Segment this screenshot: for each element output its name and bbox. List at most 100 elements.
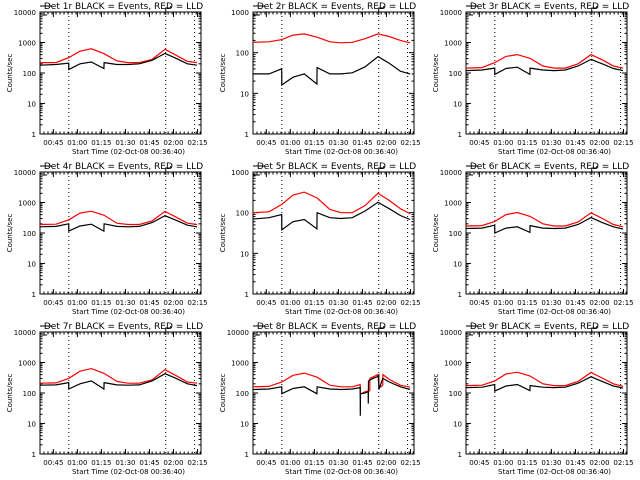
- y-tick-label: 1: [32, 291, 36, 299]
- x-tick-label: 00:45: [469, 139, 489, 147]
- y-tick-label: 10000: [440, 169, 462, 177]
- plot-title: Det 2r BLACK = Events, RED = LLD: [257, 2, 416, 12]
- y-tick-label: 10000: [440, 329, 462, 337]
- x-tick-label: 02:00: [163, 299, 183, 307]
- y-axis-label: Counts/sec: [6, 214, 14, 253]
- interval-peak-marker: [591, 166, 598, 175]
- plot-title: Det 7r BLACK = Events, RED = LLD: [44, 322, 203, 332]
- y-axis-label: Counts/sec: [432, 374, 440, 413]
- plot-frame: [39, 171, 202, 295]
- x-tick-label: 01:45: [139, 139, 159, 147]
- x-tick-label: 02:15: [187, 459, 207, 467]
- x-tick-label: 00:45: [43, 139, 63, 147]
- plot-title: Det 6r BLACK = Events, RED = LLD: [470, 162, 629, 172]
- y-tick-label: 1: [245, 291, 249, 299]
- x-tick-label: 02:00: [376, 459, 396, 467]
- y-tick-label: 1: [32, 451, 36, 459]
- x-tick-label: 02:15: [613, 299, 633, 307]
- plot-frame: [465, 171, 628, 295]
- x-tick-label: 01:30: [541, 299, 561, 307]
- plot-title: Det 4r BLACK = Events, RED = LLD: [44, 162, 203, 172]
- series-events-line: [253, 55, 411, 87]
- x-axis-label: Start Time (02-Oct-08 00:36:40): [498, 468, 611, 476]
- y-tick-label: 1: [245, 131, 249, 139]
- y-tick-label: 10: [240, 90, 249, 98]
- plot-title: Det 8r BLACK = Events, RED = LLD: [257, 322, 416, 332]
- y-tick-label: 10: [453, 421, 462, 429]
- interval-peak-marker: [378, 166, 385, 175]
- panel-det-3: Det 3r BLACK = Events, RED = LLD 1 10 100 10…: [432, 2, 634, 156]
- x-tick-label: 01:00: [67, 139, 87, 147]
- panel-det-9: Det 9r BLACK = Events, RED = LLD 1 10 100 10…: [432, 322, 634, 476]
- x-tick-label: 01:30: [115, 139, 135, 147]
- series-events-line: [39, 373, 198, 391]
- plot-title: Det 5r BLACK = Events, RED = LLD: [257, 162, 416, 172]
- x-tick-label: 01:45: [352, 139, 372, 147]
- y-tick-label: 10: [453, 261, 462, 269]
- x-tick-label: 01:30: [541, 459, 561, 467]
- x-tick-label: 01:45: [565, 139, 585, 147]
- series-lld-line: [465, 371, 624, 387]
- x-tick-label: 00:45: [256, 139, 276, 147]
- panel-det-5: Det 5r BLACK = Events, RED = LLD 1 10 100 10…: [219, 162, 421, 316]
- y-tick-label: 1000: [18, 200, 36, 208]
- x-tick-label: 02:00: [589, 139, 609, 147]
- y-tick-label: 1000: [444, 40, 462, 48]
- x-tick-label: 01:45: [139, 299, 159, 307]
- interval-peak-marker: [591, 326, 598, 335]
- plot-frame: [252, 331, 415, 455]
- y-tick-label: 100: [236, 210, 249, 218]
- y-tick-label: 10000: [14, 329, 36, 337]
- x-axis-label: Start Time (02-Oct-08 00:36:40): [498, 308, 611, 316]
- y-tick-label: 100: [449, 390, 462, 398]
- y-tick-label: 100: [236, 390, 249, 398]
- series-events-line: [252, 373, 411, 416]
- y-tick-label: 10000: [440, 9, 462, 17]
- series-lld-line: [40, 48, 198, 64]
- y-tick-label: 10: [240, 250, 249, 258]
- y-tick-label: 100: [23, 70, 36, 78]
- x-tick-label: 01:00: [67, 299, 87, 307]
- series-events-line: [465, 58, 624, 76]
- y-tick-label: 10000: [14, 9, 36, 17]
- y-tick-label: 100: [236, 50, 249, 58]
- panel-det-4: Det 4r BLACK = Events, RED = LLD 1 10 100 10…: [6, 162, 208, 316]
- x-tick-label: 01:45: [565, 299, 585, 307]
- x-tick-label: 01:30: [328, 139, 348, 147]
- series-lld-line: [465, 53, 624, 69]
- x-tick-label: 02:00: [163, 139, 183, 147]
- panel-det-1: Det 1r BLACK = Events, RED = LLD 1 10 100 10…: [6, 2, 208, 156]
- x-tick-label: 01:30: [115, 299, 135, 307]
- x-tick-label: 01:15: [91, 459, 111, 467]
- interval-peak-marker: [591, 6, 598, 15]
- x-axis-label: Start Time (02-Oct-08 00:36:40): [72, 468, 185, 476]
- series-lld-line: [252, 33, 411, 44]
- x-tick-label: 01:15: [517, 299, 537, 307]
- y-tick-label: 1000: [231, 9, 249, 17]
- y-tick-label: 1: [458, 451, 462, 459]
- x-tick-label: 01:30: [115, 459, 135, 467]
- y-axis-label: Counts/sec: [219, 54, 227, 93]
- plot-title: Det 9r BLACK = Events, RED = LLD: [470, 322, 629, 332]
- y-axis-label: Counts/sec: [6, 54, 14, 93]
- plot-frame: [39, 331, 202, 455]
- y-tick-label: 10000: [227, 329, 249, 337]
- x-tick-label: 01:15: [304, 459, 324, 467]
- panel-det-8: Det 8r BLACK = Events, RED = LLD 1 10 100 10…: [219, 322, 421, 476]
- x-tick-label: 01:00: [280, 139, 300, 147]
- x-axis-label: Start Time (02-Oct-08 00:36:40): [498, 148, 611, 156]
- x-tick-label: 00:45: [256, 299, 276, 307]
- x-tick-label: 02:15: [400, 139, 420, 147]
- y-tick-label: 1000: [444, 360, 462, 368]
- x-tick-label: 02:00: [589, 459, 609, 467]
- y-tick-label: 100: [23, 230, 36, 238]
- y-tick-label: 1000: [18, 40, 36, 48]
- y-axis-label: Counts/sec: [219, 214, 227, 253]
- interval-peak-marker: [165, 326, 172, 335]
- x-tick-label: 01:00: [493, 299, 513, 307]
- plot-frame: [465, 331, 628, 455]
- x-tick-label: 02:00: [589, 299, 609, 307]
- y-tick-label: 1: [458, 291, 462, 299]
- y-tick-label: 1000: [18, 360, 36, 368]
